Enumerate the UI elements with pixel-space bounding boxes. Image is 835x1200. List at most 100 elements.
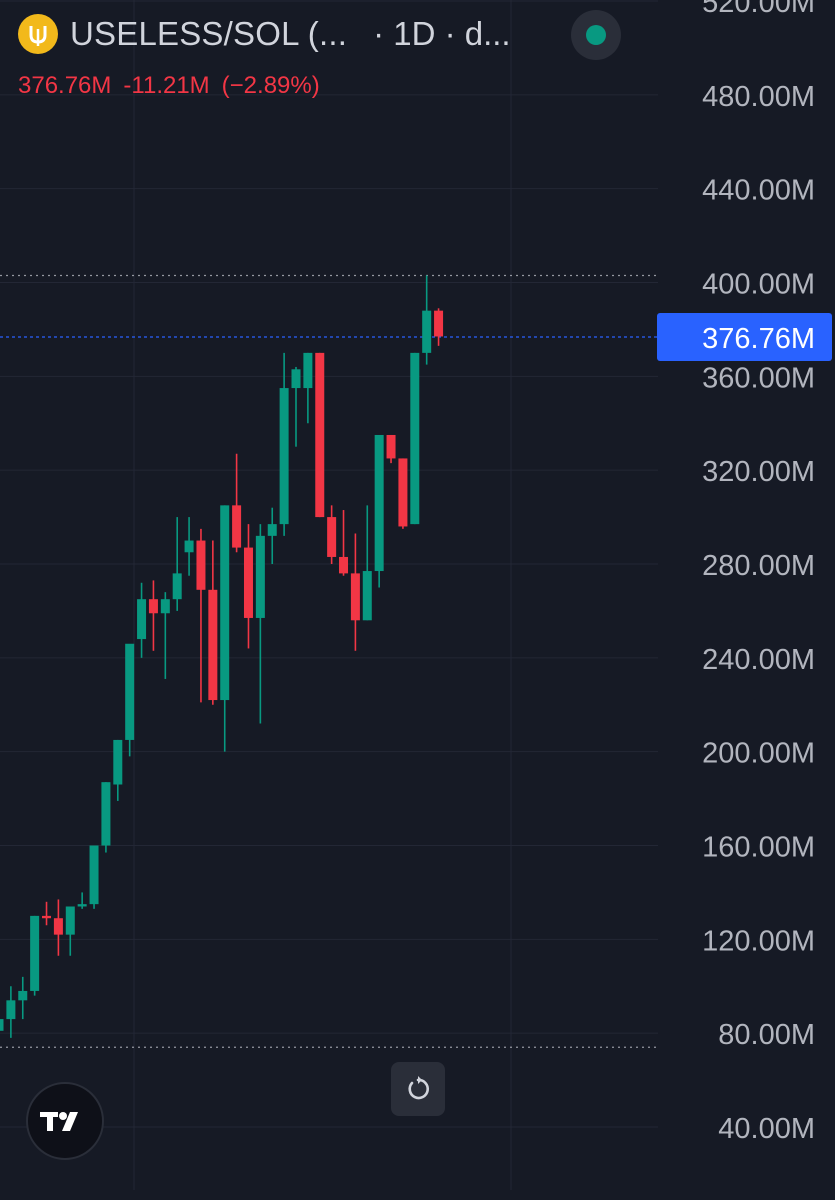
candle-body	[18, 990, 28, 1001]
useless-coin-icon[interactable]	[18, 14, 58, 54]
y-tick-label: 240.00M	[702, 644, 815, 676]
candle	[327, 505, 337, 564]
candle-body	[77, 904, 87, 907]
change-value: -11.21M	[123, 72, 210, 99]
candle-body	[160, 599, 170, 614]
candle	[77, 892, 87, 909]
candle	[339, 510, 349, 576]
candle-body	[279, 388, 289, 525]
candle-body	[374, 434, 384, 572]
candle	[315, 352, 325, 518]
candle	[160, 592, 170, 679]
candle-body	[113, 739, 123, 785]
candle	[303, 352, 313, 424]
candle-body	[350, 573, 360, 621]
market-status-dot	[586, 25, 606, 45]
candle-body	[303, 352, 313, 389]
interval-label[interactable]: · 1D · d...	[373, 15, 511, 52]
candle	[374, 434, 384, 588]
candle-body	[125, 643, 135, 740]
y-tick-label: 160.00M	[702, 832, 815, 864]
candle-body	[172, 573, 182, 600]
y-tick-label: 80.00M	[718, 1019, 815, 1051]
candle-body	[220, 505, 230, 701]
candle	[434, 308, 444, 346]
candle-body	[232, 505, 242, 548]
candle	[6, 986, 16, 1038]
candle	[220, 505, 230, 752]
candle-body	[434, 310, 444, 337]
candle-body	[339, 556, 349, 574]
symbol-title[interactable]: USELESS/SOL (...	[70, 15, 348, 52]
y-tick-label: 480.00M	[702, 81, 815, 113]
candle	[18, 976, 28, 1020]
candle	[232, 453, 242, 553]
candle	[30, 915, 40, 996]
candle-body	[89, 845, 99, 905]
candle-body	[386, 434, 396, 459]
candle	[362, 505, 372, 621]
candle	[65, 906, 75, 956]
candle	[148, 580, 158, 651]
candle	[137, 582, 147, 658]
candle-body	[65, 906, 75, 935]
candle	[255, 524, 265, 724]
candle	[113, 739, 123, 801]
tradingview-logo-icon[interactable]	[26, 1082, 104, 1160]
candle	[196, 528, 206, 703]
candle	[267, 507, 277, 564]
y-tick-label: 280.00M	[702, 550, 815, 582]
candle-body	[42, 915, 52, 919]
candle-body	[53, 918, 63, 935]
candle	[42, 901, 52, 926]
candle-body	[398, 458, 408, 527]
current-price-tag-label: 376.76M	[702, 323, 815, 355]
chart-grid	[0, 0, 658, 1190]
candle-body	[148, 599, 158, 614]
candle-body	[208, 589, 218, 701]
candle	[398, 458, 408, 529]
candle-body	[196, 540, 206, 590]
reset-rotate-icon	[408, 1076, 430, 1100]
candle-body	[137, 599, 147, 640]
y-tick-label: 40.00M	[718, 1113, 815, 1145]
candle-body	[410, 352, 420, 525]
candle	[279, 352, 289, 536]
candle	[184, 517, 194, 576]
chart-header: USELESS/SOL (... · 1D · d...	[18, 14, 511, 54]
candle-body	[0, 1019, 4, 1031]
candle	[101, 782, 111, 853]
candle-body	[291, 369, 301, 389]
price-axis[interactable]: 520.00M 480.00M 440.00M 400.00M 360.00M 320.0…	[657, 0, 832, 1145]
current-price-tag-bg	[657, 313, 832, 362]
candle	[0, 1019, 4, 1031]
candle-body	[243, 547, 253, 618]
change-percent: (−2.89%)	[221, 72, 320, 99]
candle-body	[255, 535, 265, 618]
candle-body	[101, 782, 111, 846]
y-tick-label: 200.00M	[702, 738, 815, 770]
y-tick-label: 360.00M	[702, 362, 815, 394]
candle	[386, 434, 396, 464]
market-status-button[interactable]	[571, 10, 621, 60]
price-summary: 376.76M -11.21M (−2.89%)	[18, 72, 332, 100]
y-tick-label: 120.00M	[702, 925, 815, 957]
candle	[125, 643, 135, 757]
reset-chart-button[interactable]	[391, 1062, 445, 1116]
y-tick-label: 440.00M	[702, 175, 815, 207]
candle	[53, 899, 63, 956]
candle-body	[267, 524, 277, 536]
candle	[291, 366, 301, 447]
candle-body	[362, 571, 372, 621]
y-tick-label: 520.00M	[702, 0, 815, 19]
candle-body	[315, 352, 325, 518]
candle-body	[30, 915, 40, 991]
candle-body	[422, 310, 432, 353]
candle	[243, 524, 253, 649]
candle	[172, 517, 182, 611]
y-tick-label: 320.00M	[702, 456, 815, 488]
candle	[410, 352, 420, 525]
candle	[208, 540, 218, 705]
candle	[350, 533, 360, 651]
